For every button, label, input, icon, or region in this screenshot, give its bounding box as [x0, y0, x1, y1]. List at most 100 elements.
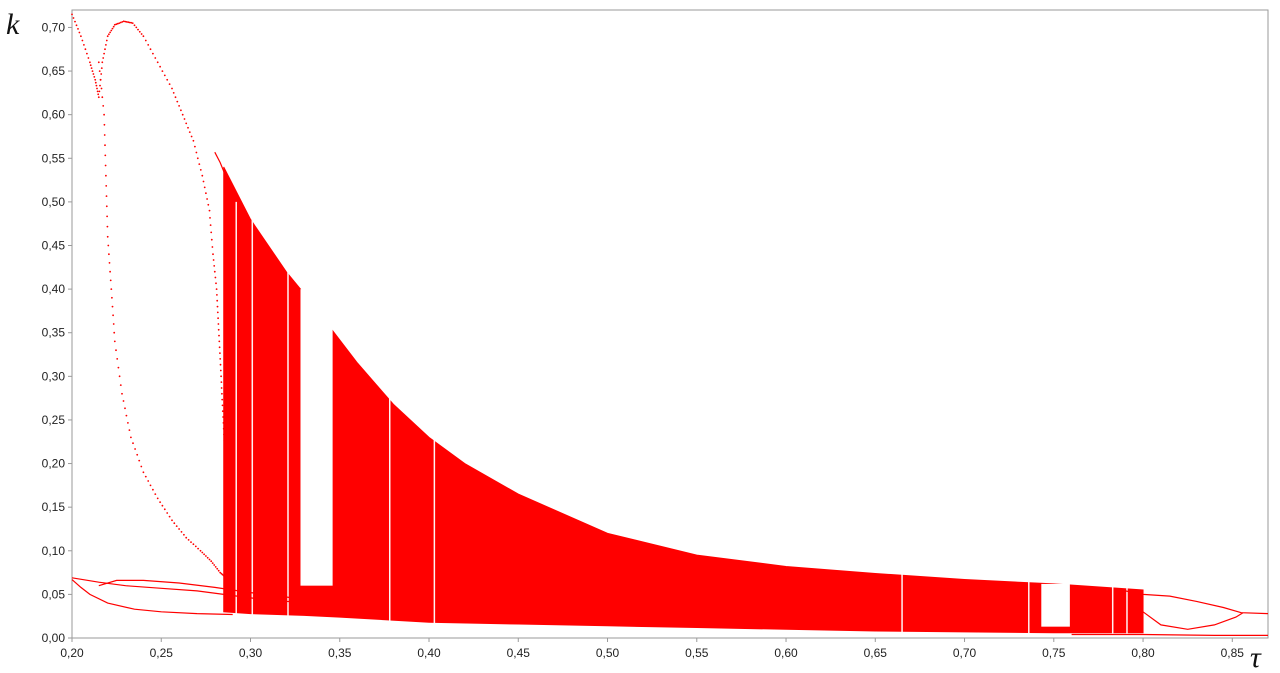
loop-point	[201, 174, 204, 177]
curve-8	[1071, 633, 1268, 636]
loop-point	[80, 35, 82, 38]
loop-point	[96, 87, 98, 90]
loop-point	[192, 139, 195, 142]
loop-point	[198, 163, 201, 166]
plot-area	[71, 9, 1269, 639]
loop-point	[228, 541, 231, 543]
loop-point	[130, 21, 133, 24]
loop-point	[75, 24, 78, 27]
loop-point	[219, 363, 222, 366]
loop-point	[92, 73, 95, 75]
loop-point	[210, 231, 213, 234]
loop-point	[106, 35, 109, 38]
loop-point	[96, 90, 99, 93]
loop-point	[101, 61, 104, 64]
y-tick-label: 0,10	[42, 544, 66, 558]
loop-point	[149, 48, 152, 51]
curve-6	[1125, 590, 1269, 615]
loop-point	[138, 30, 141, 33]
loop-point	[94, 81, 97, 84]
loop-point	[136, 453, 139, 456]
loop-point	[161, 70, 164, 72]
loop-point	[223, 433, 225, 436]
loop-point	[226, 503, 229, 506]
loop-point	[227, 520, 230, 523]
curve-5	[214, 151, 228, 181]
loop-point	[225, 474, 228, 477]
dotted-loop-1	[71, 13, 234, 578]
loop-point	[122, 400, 125, 402]
loop-point	[103, 134, 106, 136]
loop-point	[231, 576, 234, 578]
loop-point	[111, 305, 114, 308]
loop-point	[201, 551, 204, 554]
loop-point	[122, 20, 125, 23]
loop-point	[101, 96, 104, 99]
loop-point	[226, 491, 228, 494]
loop-point	[108, 33, 110, 36]
loop-point	[206, 556, 209, 559]
loop-point	[213, 564, 216, 566]
loop-point	[119, 384, 122, 386]
loop-point	[100, 73, 103, 75]
loop-point	[108, 262, 111, 264]
loop-point	[221, 573, 224, 576]
loop-point	[219, 352, 221, 354]
loop-point	[159, 501, 162, 503]
loop-point	[230, 567, 233, 570]
x-tick-label: 0,35	[328, 646, 352, 660]
loop-point	[102, 57, 105, 59]
loop-point	[229, 554, 232, 556]
loop-point	[111, 27, 114, 30]
loop-point	[103, 123, 106, 126]
loop-point	[227, 509, 229, 511]
loop-point	[225, 576, 228, 579]
loop-point	[130, 436, 132, 439]
loop-point	[118, 375, 121, 378]
loop-point	[216, 305, 219, 308]
loop-point	[152, 52, 154, 55]
loop-point	[87, 57, 90, 59]
loop-point	[104, 164, 107, 167]
loop-point	[116, 358, 119, 360]
loop-point	[219, 358, 222, 360]
y-tick-label: 0,45	[42, 239, 66, 253]
loop-point	[104, 144, 106, 147]
loop-point	[209, 217, 211, 219]
y-tick-label: 0,05	[42, 587, 66, 601]
y-tick-label: 0,70	[42, 20, 66, 34]
loop-point	[224, 575, 226, 578]
loop-point	[156, 497, 159, 500]
loop-point	[174, 96, 177, 99]
loop-point	[109, 270, 111, 273]
loop-point	[194, 145, 196, 148]
loop-point	[217, 328, 220, 331]
curve-4	[98, 579, 331, 604]
loop-point	[205, 192, 207, 195]
loop-point	[102, 105, 105, 107]
loop-point	[183, 118, 186, 120]
x-tick-label: 0,70	[953, 646, 977, 660]
y-axis: 0,00 0,05 0,10 0,15 0,20 0,25 0,30 0,35 0,40 0,45…	[42, 20, 72, 645]
loop-point	[140, 465, 143, 468]
loop-point	[74, 20, 76, 23]
loop-point	[222, 427, 225, 430]
loop-point	[190, 541, 192, 543]
loop-point	[224, 456, 227, 459]
loop-point	[187, 126, 189, 129]
loop-point	[176, 100, 179, 103]
loop-point	[144, 39, 147, 42]
y-tick-label: 0,20	[42, 457, 66, 471]
loop-point	[147, 44, 150, 46]
loop-point	[196, 157, 199, 160]
x-tick-label: 0,75	[1042, 646, 1066, 660]
loop-point	[135, 26, 138, 29]
x-tick-label: 0,25	[150, 646, 174, 660]
loop-point	[227, 515, 230, 517]
y-tick-label: 0,55	[42, 151, 66, 165]
loop-point	[217, 323, 220, 325]
loop-point	[172, 92, 175, 94]
loop-point	[217, 317, 220, 320]
loop-point	[115, 349, 117, 352]
loop-point	[105, 174, 107, 177]
